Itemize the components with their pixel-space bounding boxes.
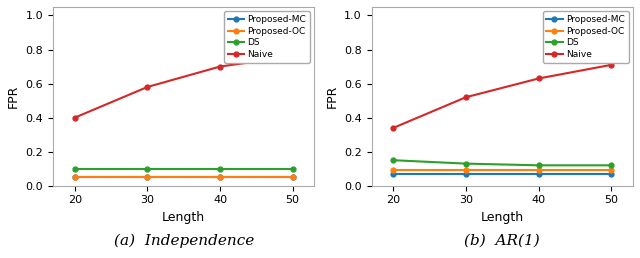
X-axis label: Length: Length [162, 211, 205, 224]
Text: (a)  Independence: (a) Independence [113, 233, 254, 248]
DS [390, 159, 397, 162]
Line: DS: DS [72, 166, 295, 171]
Proposed-MC [289, 176, 296, 179]
DS [462, 162, 470, 165]
Proposed-OC [390, 169, 397, 172]
Y-axis label: FPR: FPR [7, 85, 20, 108]
Text: (b)  AR(1): (b) AR(1) [465, 234, 540, 248]
Line: Naive: Naive [72, 54, 295, 120]
Proposed-MC [607, 172, 615, 175]
Proposed-OC [289, 176, 296, 179]
Naive [462, 96, 470, 99]
Proposed-OC [216, 176, 224, 179]
Naive [216, 65, 224, 68]
Proposed-OC [143, 176, 151, 179]
Proposed-OC [607, 169, 615, 172]
X-axis label: Length: Length [481, 211, 524, 224]
Proposed-OC [535, 169, 543, 172]
Y-axis label: FPR: FPR [326, 85, 339, 108]
Naive [390, 126, 397, 130]
Line: Proposed-MC: Proposed-MC [391, 171, 614, 176]
DS [216, 167, 224, 170]
Proposed-MC [535, 172, 543, 175]
Line: Proposed-OC: Proposed-OC [72, 175, 295, 180]
Line: Proposed-MC: Proposed-MC [72, 175, 295, 180]
Naive [71, 116, 79, 119]
Naive [289, 55, 296, 58]
Naive [607, 63, 615, 66]
Proposed-MC [462, 172, 470, 175]
DS [71, 167, 79, 170]
DS [535, 164, 543, 167]
Proposed-MC [390, 172, 397, 175]
Legend: Proposed-MC, Proposed-OC, DS, Naive: Proposed-MC, Proposed-OC, DS, Naive [224, 11, 310, 63]
Proposed-OC [462, 169, 470, 172]
Proposed-MC [143, 176, 151, 179]
Line: DS: DS [391, 158, 614, 168]
Naive [143, 85, 151, 88]
Legend: Proposed-MC, Proposed-OC, DS, Naive: Proposed-MC, Proposed-OC, DS, Naive [543, 11, 628, 63]
Proposed-OC [71, 176, 79, 179]
Naive [535, 77, 543, 80]
DS [143, 167, 151, 170]
Proposed-MC [71, 176, 79, 179]
DS [289, 167, 296, 170]
Line: Naive: Naive [391, 62, 614, 130]
Line: Proposed-OC: Proposed-OC [391, 168, 614, 173]
Proposed-MC [216, 176, 224, 179]
DS [607, 164, 615, 167]
